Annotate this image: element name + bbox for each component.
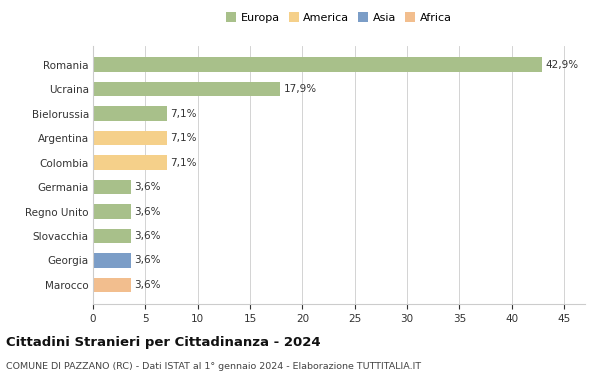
Text: COMUNE DI PAZZANO (RC) - Dati ISTAT al 1° gennaio 2024 - Elaborazione TUTTITALIA: COMUNE DI PAZZANO (RC) - Dati ISTAT al 1…: [6, 362, 421, 371]
Bar: [93, 155, 167, 170]
Text: 3,6%: 3,6%: [134, 280, 160, 290]
Bar: [93, 204, 131, 219]
Text: 42,9%: 42,9%: [545, 60, 578, 70]
Text: 7,1%: 7,1%: [170, 109, 197, 119]
Text: 7,1%: 7,1%: [170, 158, 197, 168]
Bar: [93, 277, 131, 292]
Text: Cittadini Stranieri per Cittadinanza - 2024: Cittadini Stranieri per Cittadinanza - 2…: [6, 336, 320, 349]
Bar: [93, 229, 131, 243]
Bar: [93, 82, 280, 97]
Bar: [93, 57, 542, 72]
Text: 3,6%: 3,6%: [134, 206, 160, 217]
Text: 17,9%: 17,9%: [284, 84, 317, 94]
Bar: [93, 253, 131, 268]
Legend: Europa, America, Asia, Africa: Europa, America, Asia, Africa: [226, 13, 452, 23]
Text: 3,6%: 3,6%: [134, 231, 160, 241]
Text: 3,6%: 3,6%: [134, 182, 160, 192]
Bar: [93, 131, 167, 146]
Text: 3,6%: 3,6%: [134, 255, 160, 266]
Bar: [93, 180, 131, 195]
Bar: [93, 106, 167, 121]
Text: 7,1%: 7,1%: [170, 133, 197, 143]
